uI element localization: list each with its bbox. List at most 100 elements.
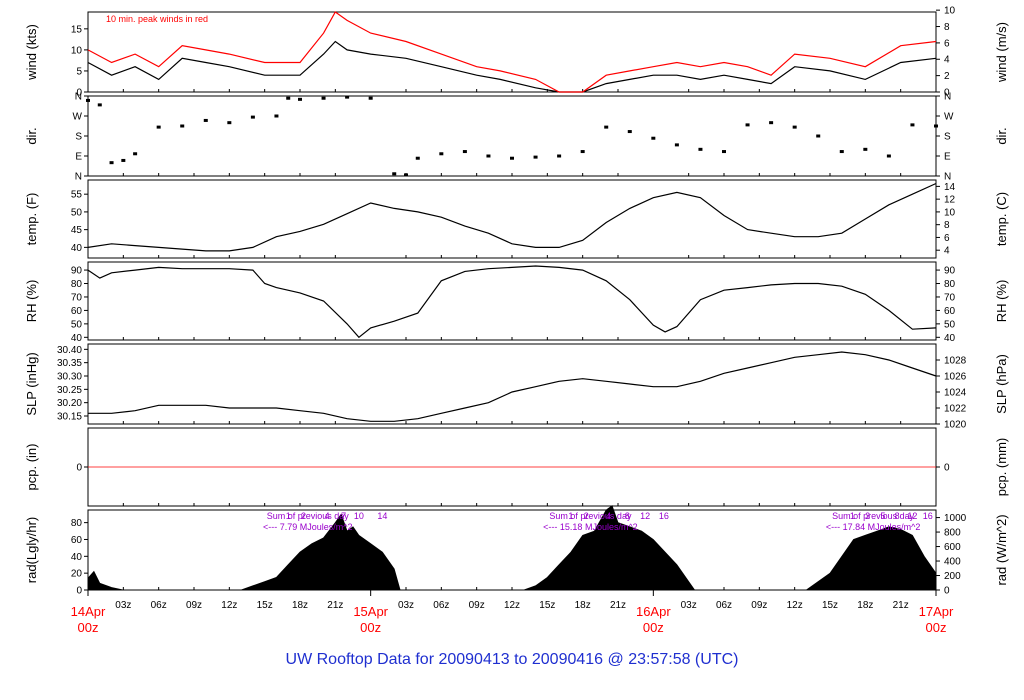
x-hour-label: 12z	[221, 600, 237, 611]
temp-series-line-0	[87, 182, 937, 252]
wind-rtick-label: 10	[944, 6, 956, 17]
dir-point	[510, 156, 514, 160]
x-hour-label: 21z	[893, 600, 909, 611]
dir-point	[86, 98, 90, 102]
dir-point	[462, 150, 467, 154]
wind-ytick-label: 5	[76, 66, 82, 77]
x-hour-label: 09z	[751, 600, 767, 611]
dir-point	[321, 96, 326, 100]
daily-sum-title: Sum of previous day	[832, 511, 915, 521]
dir-rtick-label: N	[944, 92, 951, 103]
local-hour-mark: 2	[584, 511, 589, 521]
x-hour-label: 18z	[857, 600, 873, 611]
rad-frame	[87, 509, 937, 591]
dir-point	[97, 103, 102, 107]
rad-rtick-label: 1000	[944, 513, 967, 524]
rh-ytick-label: 70	[71, 292, 83, 303]
pcp-ytick-label: 0	[76, 463, 82, 474]
dir-point	[580, 150, 585, 154]
dir-point	[156, 125, 161, 129]
local-hour-mark: 7	[341, 511, 346, 521]
x-date-label: 17Apr	[919, 604, 954, 619]
dir-point	[627, 130, 632, 134]
x-date-hour-label: 00z	[360, 620, 381, 635]
wind-series-line-1	[87, 11, 937, 93]
x-hour-label: 03z	[681, 600, 697, 611]
dir-rtick-label: W	[944, 112, 954, 123]
dir-point	[557, 154, 562, 158]
slp-rtick-label: 1026	[944, 372, 967, 383]
wind-rtick-label: 2	[944, 71, 950, 82]
dir-point	[486, 154, 491, 158]
x-hour-label: 09z	[469, 600, 485, 611]
x-date-hour-label: 00z	[926, 620, 947, 635]
wind-rtick-label: 8	[944, 22, 950, 33]
local-hour-mark: 12	[907, 511, 917, 521]
temp-rtick-label: 10	[944, 207, 956, 218]
rad-ytick-label: 20	[71, 569, 83, 580]
local-hour-mark: 10	[354, 511, 364, 521]
dir-point	[345, 95, 350, 99]
temp-ytick-label: 45	[71, 225, 83, 236]
rh-ytick-label: 90	[71, 266, 83, 277]
rad-rtick-label: 600	[944, 542, 961, 553]
daily-sum-value: <--- 15.18 MJoules/m^2	[543, 522, 638, 532]
wind-rtick-label: 0	[944, 88, 950, 99]
dir-point	[203, 118, 208, 122]
dir-ytick-label: N	[75, 92, 82, 103]
rh-series-line-0	[87, 265, 937, 339]
wind-ylabel-right: wind (m/s)	[994, 22, 1009, 83]
x-date-hour-label: 00z	[78, 620, 99, 635]
rad-ytick-label: 80	[71, 518, 83, 529]
x-hour-label: 12z	[787, 600, 803, 611]
dir-ytick-label: N	[75, 172, 82, 183]
x-date-label: 14Apr	[71, 604, 106, 619]
dir-point	[180, 124, 185, 128]
slp-ytick-label: 30.20	[57, 398, 82, 409]
rad-rtick-label: 0	[944, 586, 950, 597]
dir-point	[934, 124, 938, 128]
slp-rtick-label: 1028	[944, 356, 967, 367]
rh-ylabel: RH (%)	[24, 280, 39, 323]
rad-ytick-label: 40	[71, 552, 83, 563]
slp-rtick-label: 1024	[944, 388, 967, 399]
dir-frame	[87, 95, 937, 177]
rad-ylabel: rad(Lgly/hr)	[24, 517, 39, 583]
local-hour-mark: 3	[865, 511, 870, 521]
rh-ytick-label: 50	[71, 319, 83, 330]
dir-point	[722, 150, 726, 154]
x-hour-label: 06z	[151, 600, 167, 611]
local-hour-mark: 4	[606, 511, 611, 521]
wind-series-line-0	[87, 40, 937, 93]
slp-ylabel-right: SLP (hPa)	[994, 354, 1009, 414]
local-hour-mark: 16	[659, 511, 669, 521]
wind-rtick-label: 4	[944, 55, 950, 66]
slp-ylabel: SLP (inHg)	[24, 352, 39, 415]
local-hour-mark: 1	[286, 511, 291, 521]
dir-point	[863, 147, 868, 151]
x-axis: 03z 06z 09z 12z 15z 18z 21z 03z 06z 09z 12z 15z 18z 2…	[71, 590, 954, 635]
daily-sum-title: Sum of previous day	[267, 511, 350, 521]
dir-point	[910, 123, 915, 127]
local-hour-mark: 1	[568, 511, 573, 521]
rh-ytick-label: 60	[71, 306, 83, 317]
local-hour-mark: 4	[325, 511, 330, 521]
x-hour-label: 03z	[398, 600, 414, 611]
dir-point	[533, 155, 538, 159]
dir-point	[792, 125, 797, 129]
slp-rtick-label: 1020	[944, 420, 967, 431]
rh-ytick-label: 40	[71, 333, 83, 344]
pcp-ylabel-right: pcp. (mm)	[994, 438, 1009, 497]
local-hour-mark: 8	[625, 511, 630, 521]
dir-point	[227, 121, 232, 125]
wind-panel: 0 5 10 15 0 2 4 6 8 10 wind (kts) wind (m/s) 10 min.…	[24, 6, 1009, 99]
dir-rtick-label: S	[944, 132, 951, 143]
dir-point	[274, 114, 279, 118]
local-hour-mark: 1	[850, 511, 855, 521]
dir-ytick-label: E	[75, 152, 82, 163]
pcp-rtick-label: 0	[944, 463, 950, 474]
dir-point	[816, 134, 821, 138]
rad-ytick-label: 0	[76, 586, 82, 597]
